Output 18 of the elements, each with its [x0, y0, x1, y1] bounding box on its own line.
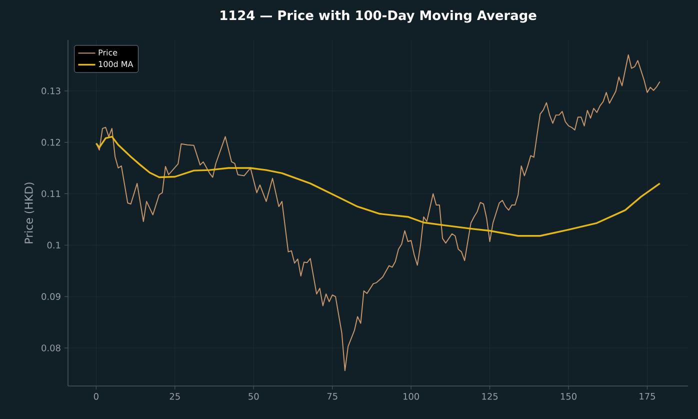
y-axis-title: Price (HKD) [24, 182, 34, 244]
x-tick-label: 0 [94, 393, 98, 400]
x-tick-label: 150 [560, 393, 576, 400]
x-tick-label: 100 [404, 393, 420, 400]
chart-title: 1124 — Price with 100-Day Moving Average [220, 10, 536, 23]
y-tick-label: 0.11 [42, 190, 60, 198]
line-series [96, 54, 660, 372]
line-series [95, 136, 661, 237]
x-tick-label: 25 [170, 393, 180, 400]
y-tick-label: 0.12 [42, 138, 60, 146]
y-tick-label: 0.08 [42, 344, 60, 352]
y-tick-label: 0.1 [47, 242, 60, 249]
x-tick-label: 50 [248, 393, 259, 400]
x-tick-label: 125 [482, 393, 498, 400]
y-tick-label: 0.09 [42, 293, 60, 300]
y-tick-label: 0.13 [42, 88, 60, 94]
x-tick-label: 75 [327, 393, 338, 400]
x-tick-label: 175 [640, 393, 656, 400]
